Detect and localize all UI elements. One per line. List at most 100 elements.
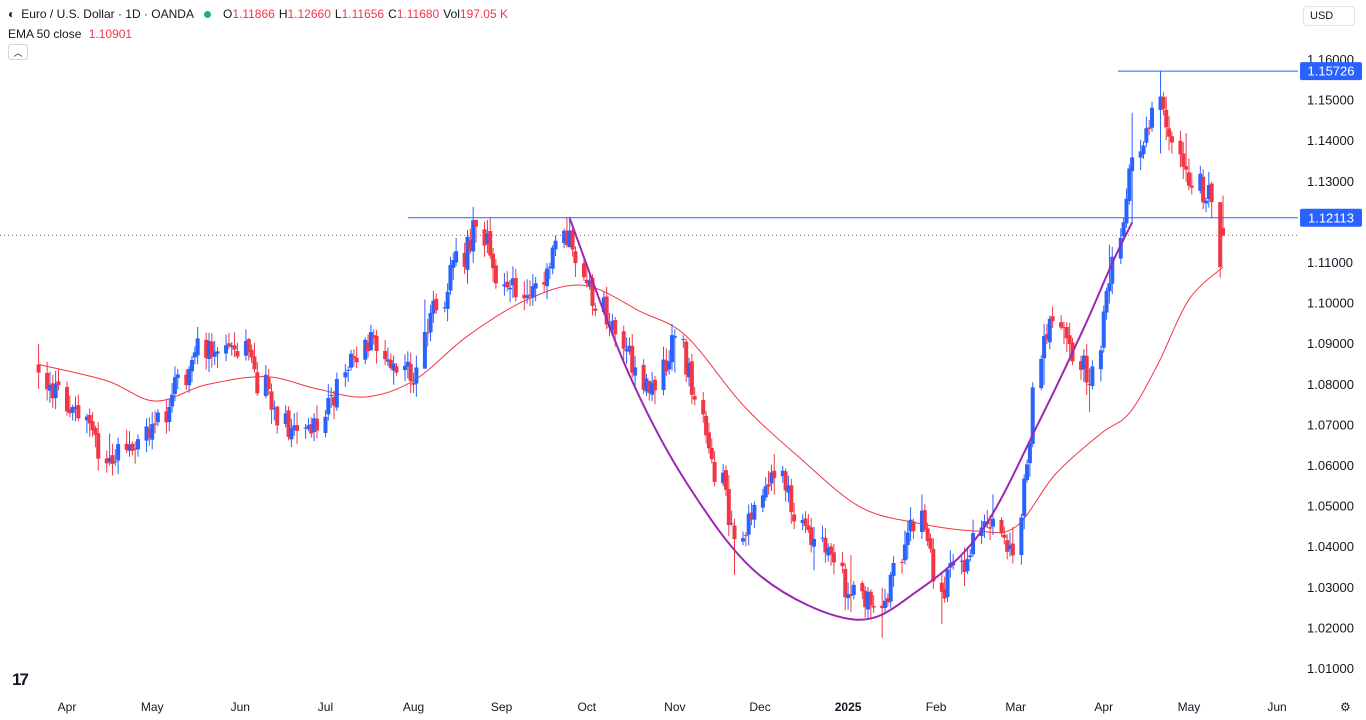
candle-body	[1110, 256, 1115, 284]
candle-body	[1198, 173, 1203, 191]
candle-body	[192, 352, 197, 358]
candle-body	[709, 447, 714, 460]
candle-body	[1039, 358, 1044, 389]
time-axis[interactable]: Apr May Jun Jul Aug Sep Oct Nov Dec 2025 Feb Mar Apr…	[58, 700, 1287, 714]
candle-body	[323, 416, 328, 433]
ema-50-path	[38, 266, 1224, 534]
candle-body	[1186, 172, 1191, 186]
ohlc-value: 1.12660	[287, 7, 331, 21]
candle-body	[1118, 237, 1123, 259]
candle-body	[172, 377, 177, 394]
candle-body	[329, 395, 334, 397]
cup-curve	[568, 217, 1134, 621]
candle-body	[84, 416, 89, 421]
candle-body	[368, 332, 373, 351]
candle-body	[1169, 136, 1174, 143]
candle-body	[1167, 128, 1172, 137]
candle-body	[621, 331, 626, 349]
x-tick-label: Dec	[749, 700, 770, 714]
candle-body	[309, 424, 314, 434]
candle-body	[522, 294, 527, 299]
candle-body	[905, 532, 910, 546]
candle-body	[743, 535, 748, 537]
candle-body	[684, 341, 689, 375]
candle-body	[633, 367, 638, 376]
candle-body	[1002, 534, 1007, 538]
candle-body	[965, 559, 970, 572]
currency-label: USD	[1310, 10, 1334, 22]
candle-body	[570, 230, 575, 250]
candle-body	[945, 569, 950, 597]
candles	[36, 70, 1226, 638]
candle-body	[885, 598, 890, 603]
candle-body	[627, 345, 632, 352]
candle-body	[283, 413, 288, 424]
y-tick-label: 1.15000	[1307, 93, 1354, 108]
candle-body	[275, 406, 280, 426]
x-tick-label: May	[1178, 700, 1201, 714]
ohlc-key: L	[334, 7, 342, 21]
candle-body	[533, 283, 538, 289]
candle-body	[1008, 545, 1013, 549]
x-tick-label: Sep	[491, 700, 513, 714]
candle-body	[1098, 350, 1103, 370]
candle-body	[624, 349, 629, 352]
candle-body	[343, 372, 348, 378]
price-axis[interactable]: 1.01000 1.02000 1.03000 1.04000 1.05000 1.060…	[1307, 52, 1354, 676]
gear-icon[interactable]: ⚙	[1340, 700, 1351, 714]
candle-body	[1138, 151, 1143, 158]
y-tick-label: 1.14000	[1307, 133, 1354, 148]
candle-body	[113, 461, 118, 463]
candle-body	[1019, 517, 1024, 555]
candle-body	[385, 359, 390, 362]
candle-body	[763, 486, 768, 498]
candle-body	[1209, 183, 1214, 203]
y-tick-label: 1.07000	[1307, 417, 1354, 432]
candle-body	[871, 605, 876, 608]
candle-body	[732, 525, 737, 540]
candle-body	[919, 510, 924, 532]
candle-body	[1022, 478, 1027, 516]
candle-body	[908, 519, 913, 532]
candle-body	[272, 408, 277, 410]
candle-body	[266, 377, 271, 389]
candle-body	[1061, 327, 1066, 329]
candle-body	[405, 361, 410, 367]
candle-body	[1087, 383, 1092, 385]
ohlc-key: H	[278, 7, 288, 21]
candle-body	[553, 240, 558, 250]
candle-body	[687, 363, 692, 378]
ohlc-value: 1.11866	[232, 7, 275, 21]
candle-body	[641, 364, 646, 390]
candle-body	[1178, 140, 1183, 155]
candle-body	[468, 239, 473, 251]
candle-body	[431, 300, 436, 314]
candle-body	[292, 425, 297, 430]
y-tick-label: 1.04000	[1307, 539, 1354, 554]
candle-body	[860, 583, 865, 592]
symbol-legend[interactable]: ◐ Euro / U.S. Dollar · 1D · OANDA O1.118…	[8, 7, 512, 21]
candle-body	[652, 379, 657, 391]
chevron-up-icon[interactable]: ︿	[8, 44, 28, 60]
candle-body	[36, 364, 41, 373]
candle-body	[243, 341, 248, 356]
candle-body	[164, 411, 169, 423]
candle-body	[371, 335, 376, 338]
ema-legend[interactable]: EMA 50 close 1.10901	[8, 27, 132, 41]
candle-body	[1150, 107, 1155, 128]
candle-body	[491, 253, 496, 269]
ohlc-value: 1.11656	[341, 7, 385, 21]
currency-selector[interactable]: USD	[1303, 6, 1355, 26]
candle-body	[207, 341, 212, 359]
candle-body	[502, 284, 507, 287]
candle-body	[809, 527, 814, 546]
x-tick-label: Jun	[231, 700, 250, 714]
candle-body	[868, 591, 873, 606]
ohlc-value: 1.11680	[396, 7, 440, 21]
horizontal-lines[interactable]: 1.12113 1.15726	[407, 62, 1362, 227]
candle-body	[465, 236, 470, 270]
candle-body	[823, 537, 828, 553]
candle-body	[289, 428, 294, 440]
candle-body	[303, 427, 308, 429]
